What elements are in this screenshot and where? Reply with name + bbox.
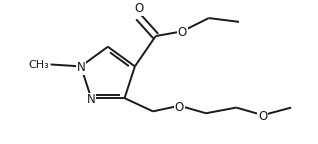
- Text: O: O: [134, 2, 143, 15]
- Text: O: O: [177, 26, 187, 39]
- Text: O: O: [258, 110, 267, 123]
- Text: N: N: [77, 61, 85, 74]
- Text: CH₃: CH₃: [28, 60, 49, 70]
- Text: O: O: [175, 101, 184, 114]
- Text: N: N: [87, 93, 95, 106]
